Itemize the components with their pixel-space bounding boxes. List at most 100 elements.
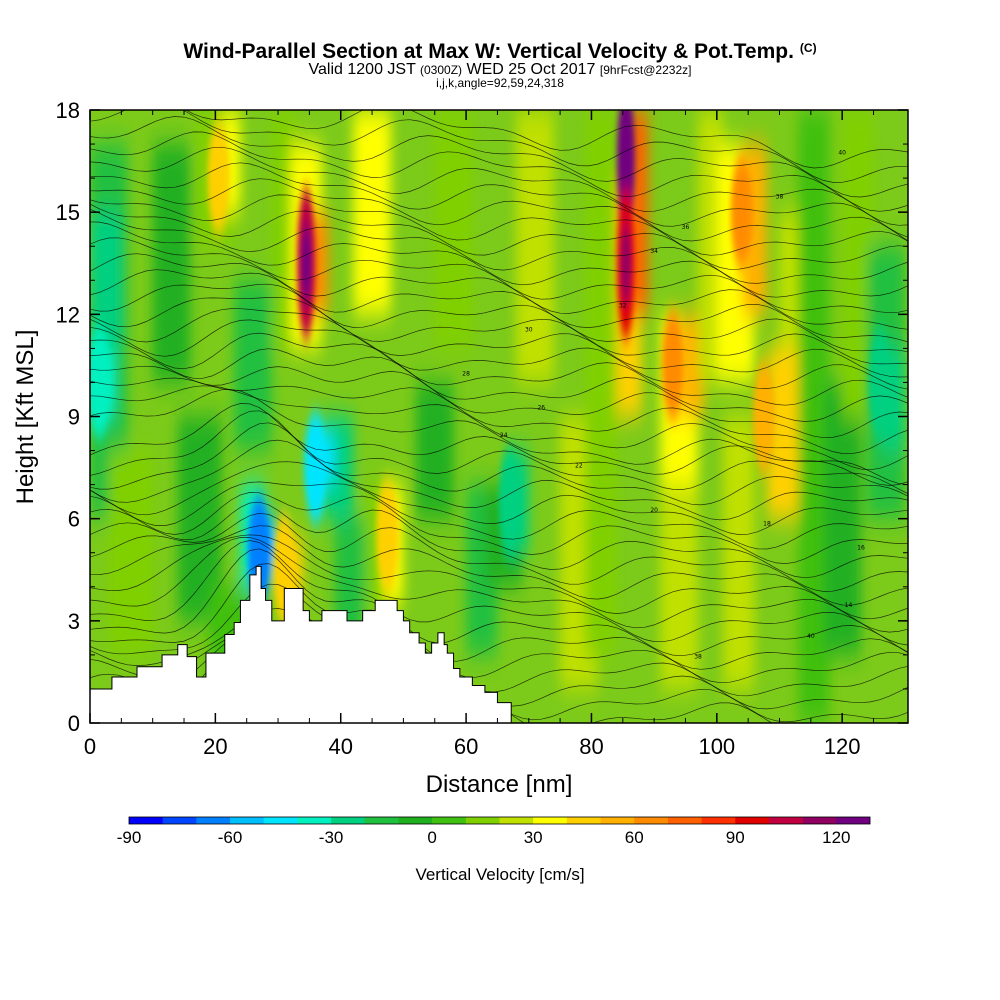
theta-contour <box>90 296 908 365</box>
theta-contour <box>90 410 908 495</box>
colorbar-swatch <box>398 817 433 824</box>
colorbar-swatch <box>432 817 467 824</box>
theta-contour <box>90 162 908 238</box>
colorbar-swatch <box>162 817 197 824</box>
velocity-core-peak <box>301 223 312 304</box>
velocity-core <box>752 361 775 472</box>
velocity-band <box>823 382 861 655</box>
velocity-core <box>90 327 111 438</box>
colorbar-tick-label: 30 <box>524 828 543 847</box>
colorbar-swatch <box>634 817 669 824</box>
y-tick-label: 12 <box>56 302 80 327</box>
theta-contour <box>90 583 908 684</box>
contour-label: 38 <box>694 653 702 660</box>
theta-contour <box>90 563 908 670</box>
contour-label: 14 <box>845 602 853 609</box>
theta-contour <box>90 422 908 506</box>
theta-contour <box>90 481 908 550</box>
velocity-core-peak <box>620 121 631 202</box>
colorbar: -90 -60 -30 0 30 60 90 120 <box>117 816 871 847</box>
colorbar-swatch <box>768 817 803 824</box>
theta-contour <box>90 540 908 646</box>
velocity-band <box>415 382 454 519</box>
colorbar-swatch <box>331 817 366 824</box>
theta-contour <box>90 237 908 314</box>
colorbar-swatch <box>297 817 332 824</box>
colorbar-swatch <box>533 817 568 824</box>
colorbar-tick-label: 90 <box>726 828 745 847</box>
velocity-core <box>207 123 230 234</box>
velocity-core <box>304 412 327 523</box>
contour-label: 28 <box>462 371 470 378</box>
colorbar-tick-label: -90 <box>117 828 142 847</box>
colorbar-swatch <box>129 817 163 824</box>
theta-contour <box>90 116 908 198</box>
contour-label: 18 <box>763 520 771 527</box>
velocity-band <box>152 144 191 383</box>
y-axis-label: Height [Kft MSL] <box>12 330 39 505</box>
colorbar-swatch <box>667 817 702 824</box>
contour-label: 22 <box>575 463 583 470</box>
velocity-band <box>723 416 755 689</box>
x-tick-label: 80 <box>579 734 603 759</box>
theta-contour <box>90 548 908 657</box>
theta-contour <box>90 537 908 633</box>
colorbar-swatch <box>836 817 871 824</box>
contour-label: 40 <box>838 149 846 156</box>
theta-contour <box>90 332 908 406</box>
chart-subtitle: Valid 1200 JST (0300Z) WED 25 Oct 2017 [… <box>0 61 1000 79</box>
plot-area: 40 38 36 34 32 30 28 26 24 22 20 18 16 14 40 38 <box>90 110 908 723</box>
theta-contour <box>90 348 908 422</box>
x-tick-label: 120 <box>824 734 861 759</box>
colorbar-tick-label: 60 <box>625 828 644 847</box>
theta-contour <box>90 146 908 226</box>
velocity-band <box>516 110 554 383</box>
contour-label: 16 <box>857 544 865 551</box>
chart-title-tag: (C) <box>799 41 817 55</box>
theta-contour <box>90 221 908 298</box>
theta-contour <box>90 253 908 330</box>
theta-contour <box>90 194 908 256</box>
contour-label: 20 <box>650 507 658 514</box>
theta-contour <box>90 203 908 270</box>
contour-label: 34 <box>650 248 658 255</box>
theta-contour <box>90 512 908 592</box>
theta-contour <box>90 385 908 471</box>
theta-contour <box>90 403 908 486</box>
colorbar-swatch <box>802 817 837 824</box>
colorbar-label: Vertical Velocity [cm/s] <box>415 865 584 884</box>
y-tick-label: 6 <box>68 507 80 532</box>
y-tick-label: 3 <box>68 609 80 634</box>
theta-contour <box>90 365 908 439</box>
colorbar-swatch <box>230 817 265 824</box>
x-axis-label: Distance [nm] <box>426 771 573 798</box>
y-tick-label: 9 <box>68 405 80 430</box>
theta-contour <box>90 110 908 183</box>
colorbar-swatch <box>499 817 534 824</box>
theta-contour <box>90 461 908 535</box>
colorbar-swatch <box>263 817 298 824</box>
velocity-core <box>498 446 521 557</box>
colorbar-tick-label: -60 <box>218 828 243 847</box>
velocity-core <box>376 480 399 591</box>
x-tick-label: 60 <box>454 734 478 759</box>
chart-title: Wind-Parallel Section at Max W: Vertical… <box>0 36 1000 64</box>
contour-label: 32 <box>619 303 627 310</box>
colorbar-tick-label: 0 <box>427 828 436 847</box>
velocity-band <box>585 110 617 655</box>
theta-contour <box>90 308 908 378</box>
contour-label: 30 <box>525 326 533 333</box>
chart-title-text: Wind-Parallel Section at Max W: Vertical… <box>183 40 794 63</box>
section-params: i,j,k,angle=92,59,24,318 <box>436 76 564 90</box>
theta-contour <box>185 110 908 169</box>
velocity-band <box>660 484 699 689</box>
theta-contour <box>90 377 908 455</box>
x-tick-label: 40 <box>328 734 352 759</box>
velocity-core <box>868 327 891 438</box>
colorbar-tick-label: -30 <box>319 828 344 847</box>
x-tick-label: 20 <box>203 734 227 759</box>
colorbar-swatch <box>701 817 736 824</box>
colorbar-tick-label: 120 <box>822 828 850 847</box>
